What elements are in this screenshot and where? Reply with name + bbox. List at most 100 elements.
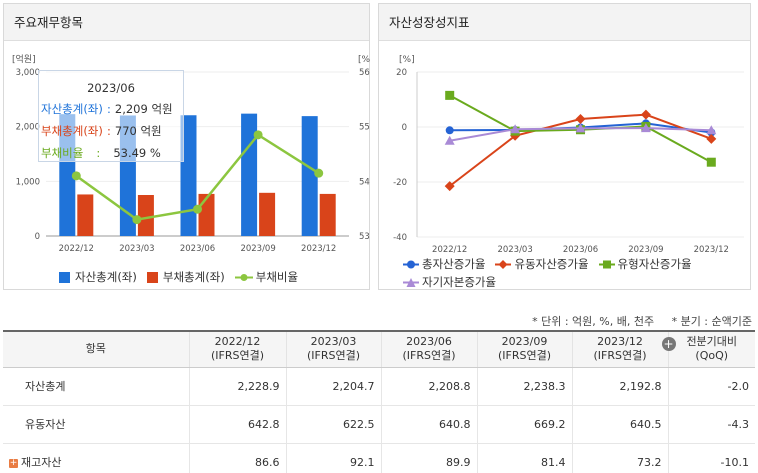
header-sublabel: (IFRS연결) [593,349,647,363]
legend-item-liabilities[interactable]: 부채총계(좌) [146,269,225,285]
y-left-unit: [억원] [12,53,36,65]
bar [180,115,197,236]
tooltip-value: 2,209 억원 [114,102,173,116]
bar [198,193,215,236]
data-point [444,181,455,192]
cell-value: 2,208.8 [380,367,477,406]
header-period: 2022/12 (IFRS연결) [188,330,286,368]
header-sublabel: (IFRS연결) [210,349,265,363]
header-item: 항목 [3,330,189,368]
x-tick-label: 2023/09 [628,245,663,254]
cell-value: 73.2 [571,443,668,473]
data-point [132,215,142,225]
row-label-cell[interactable]: + 재고자산 [3,443,189,473]
row-label: 재고자산 [21,456,62,469]
legend-label: 총자산증가율 [422,257,486,271]
legend-label: 유형자산증가율 [617,257,692,271]
y-left-tick-label: 1,000 [16,177,40,187]
circle-marker-icon [403,260,419,268]
row-label: 유동자산 [3,405,189,444]
x-tick-label: 2023/09 [240,244,275,254]
header-label: 2023/12 [597,335,643,349]
table-row: 자산총계 2,228.9 2,204.7 2,208.8 2,238.3 2,1… [3,367,755,406]
data-point [510,124,521,134]
cell-value: 2,228.9 [188,367,286,406]
cell-value: 669.2 [476,405,572,444]
x-tick-label: 2023/03 [497,245,532,254]
y-left-tick-label: 3,000 [16,68,40,78]
header-period: 2023/06 (IFRS연결) [380,330,477,368]
cell-value: 2,192.8 [571,367,668,406]
panel-title: 주요재무항목 [4,4,369,41]
y-tick-label: -40 [393,233,407,243]
cell-value: 640.5 [571,405,668,444]
x-tick-label: 2023/06 [563,245,598,254]
cell-qoq: -10.1 [667,443,755,473]
header-sublabel: (IFRS연결) [306,349,361,363]
header-period: 2023/12 (IFRS연결) + [571,330,676,368]
data-point [71,171,81,181]
y-tick-label: -20 [393,178,407,188]
header-sublabel: (QoQ) [695,349,729,363]
legend-item-assets[interactable]: 자산총계(좌) [59,269,137,285]
legend-item-equity-growth[interactable]: 자기자본증가율 [403,274,496,290]
chart-tooltip: 2023/06 자산총계(좌):2,209 억원 부채총계(좌):770 억원 … [38,70,184,162]
y-tick-label: 20 [396,68,407,78]
bar [259,192,276,236]
x-tick-label: 2023/12 [694,245,729,254]
header-label: 항목 [85,342,106,356]
legend-label: 부채총계(좌) [162,270,225,284]
y-unit: [%] [399,55,415,65]
legend-item-total-asset-growth[interactable]: 총자산증가율 [403,256,485,272]
triangle-marker-icon [403,277,419,287]
cell-value: 2,238.3 [476,367,572,406]
x-tick-label: 2022/12 [59,244,94,254]
header-sublabel: (IFRS연결) [497,349,552,363]
legend-item-current-asset-growth[interactable]: 유동자산증가율 [495,256,589,272]
data-point [706,133,717,144]
table-row: + 재고자산 86.6 92.1 89.9 81.4 73.2 -10.1 [3,443,755,473]
square-marker-icon [598,260,615,268]
data-point [445,126,454,135]
right-legend: 총자산증가율 유동자산증가율 유형자산증가율 자기자본증가율 [403,256,743,290]
data-point [253,130,263,140]
cell-qoq: -2.0 [667,367,755,406]
x-tick-label: 2022/12 [432,245,467,254]
header-label: 2023/03 [310,335,357,349]
asset-growth-chart: [%] -40 -20 0 20 2022/12 2023/03 2023/06 2023/09… [393,55,744,254]
data-point [575,114,586,125]
expand-icon[interactable]: + [9,457,18,468]
line-marker-icon [234,273,253,281]
legend-item-tangible-asset-growth[interactable]: 유형자산증가율 [598,256,692,272]
data-point [444,135,455,145]
header-label: 2023/06 [406,335,452,349]
tooltip-label: 부채총계(좌) [41,124,103,138]
x-tick-label: 2023/12 [301,244,336,254]
x-tick-label: 2023/06 [180,244,215,254]
header-sublabel: (IFRS연결) [402,349,456,363]
financial-table: 항목 2022/12 (IFRS연결) 2023/03 (IFRS연결) 2023/… [3,330,755,473]
cell-value: 2,204.7 [285,367,381,406]
legend-item-debt-ratio[interactable]: 부채비율 [234,269,298,285]
tooltip-label: 부채비율 [41,146,84,160]
header-label: 2022/12 [214,335,261,349]
legend-label: 자기자본증가율 [422,275,497,289]
header-period: 2023/03 (IFRS연결) [285,330,381,368]
data-point [314,168,324,178]
add-period-icon[interactable]: + [661,337,676,351]
bar [77,194,94,236]
tooltip-value: 53.49 % [113,146,161,160]
bar [137,195,154,236]
cell-value: 640.8 [380,405,477,444]
panel-title: 자산성장성지표 [379,4,750,41]
header-label: 2023/09 [501,335,548,349]
bar [319,193,336,236]
header-period: 2023/09 (IFRS연결) [476,330,572,368]
cell-value: 622.5 [285,405,381,444]
y-tick-label: 0 [402,123,407,133]
tooltip-value: 770 억원 [114,124,162,138]
cell-value: 86.6 [188,443,286,473]
data-point [575,123,586,133]
diamond-marker-icon [495,259,512,269]
table-row: 유동자산 642.8 622.5 640.8 669.2 640.5 -4.3 [3,405,755,444]
